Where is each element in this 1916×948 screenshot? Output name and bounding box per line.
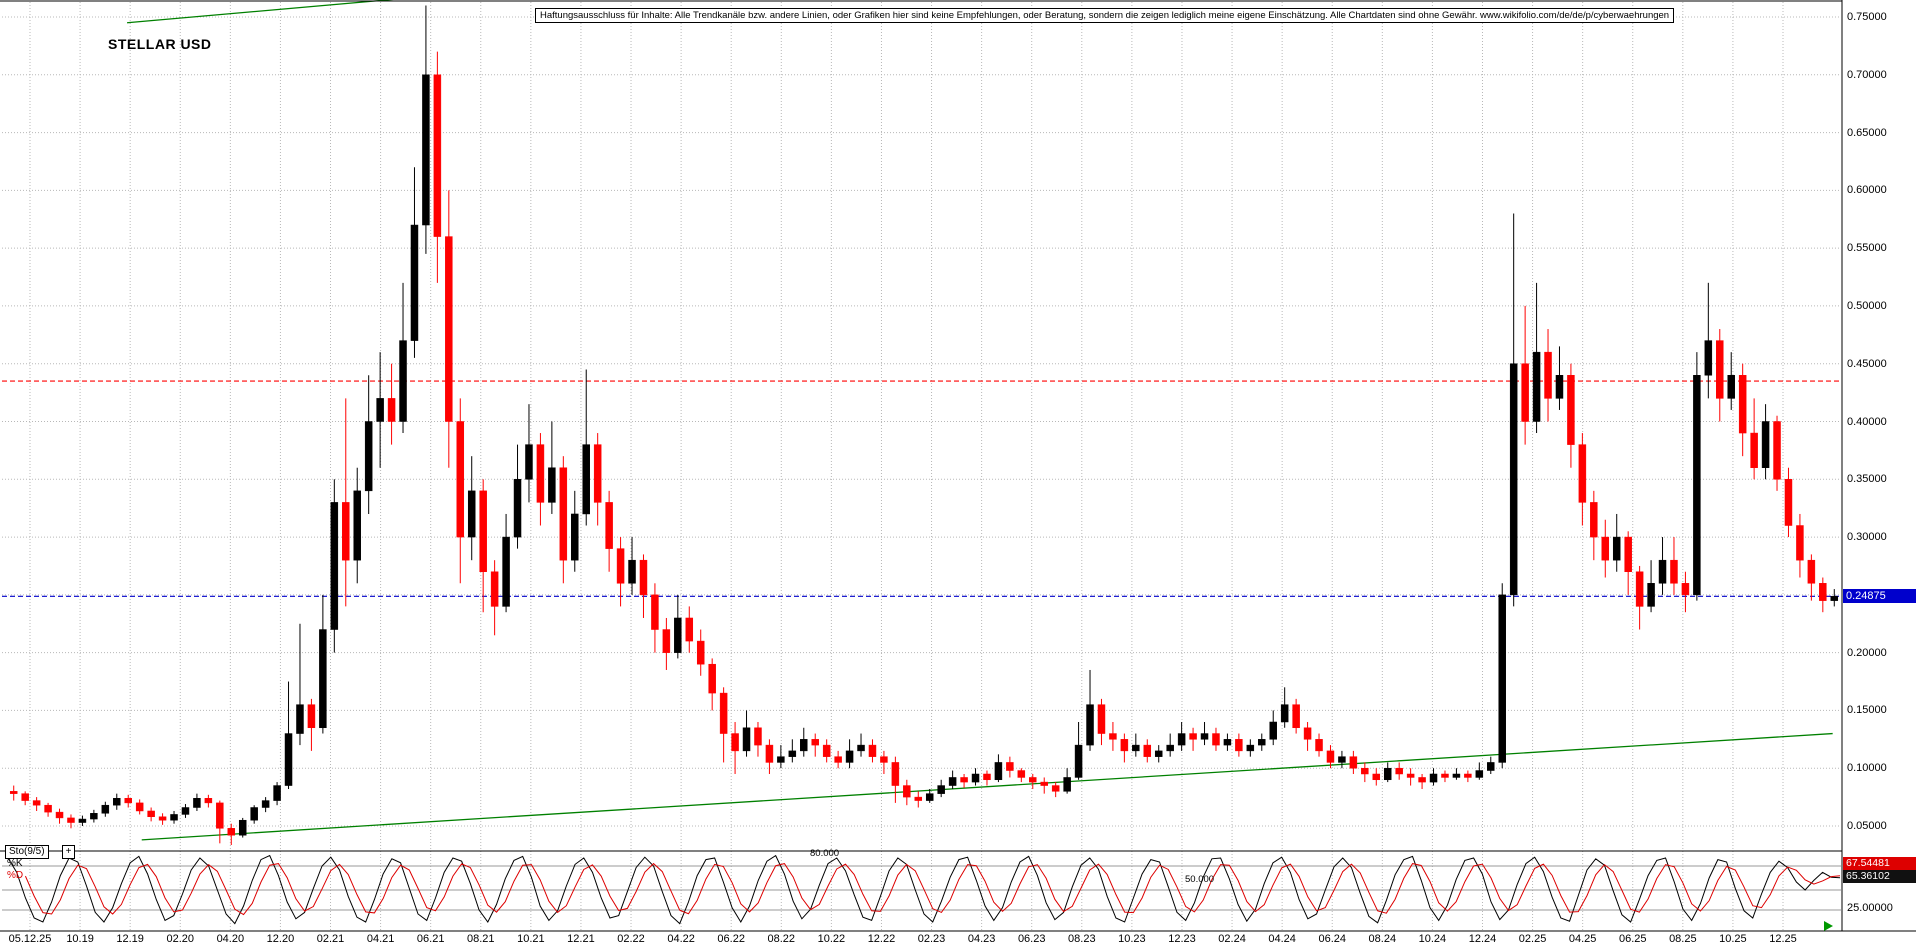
x-axis-label: 12.19 — [116, 933, 144, 945]
y-axis-label: 0.10000 — [1847, 762, 1887, 775]
x-axis-label: 12.25 — [1769, 933, 1797, 945]
disclaimer-banner: Haftungsausschluss für Inhalte: Alle Tre… — [535, 8, 1675, 23]
x-axis-label: 02.22 — [617, 933, 645, 945]
x-axis-label: 06.23 — [1017, 933, 1046, 945]
x-axis-label: 04.25 — [1568, 933, 1597, 945]
x-axis-label: 02.24 — [1218, 933, 1246, 945]
stoch-level-25-label: 25.00000 — [1847, 902, 1893, 914]
y-axis-label: 0.40000 — [1847, 415, 1887, 428]
x-axis-label: 02.21 — [316, 933, 345, 945]
x-axis-label: 12.22 — [867, 933, 896, 945]
y-axis-label: 0.65000 — [1847, 126, 1887, 139]
x-axis-label: 04.23 — [967, 933, 996, 945]
stoch-level-80-label: 80.000 — [810, 848, 840, 859]
x-axis-label: 04.21 — [366, 933, 395, 945]
y-axis-label: 0.60000 — [1847, 184, 1887, 197]
x-axis-label: 08.24 — [1368, 933, 1397, 945]
x-axis-label: 04.24 — [1268, 933, 1296, 945]
x-axis-label: 10.21 — [517, 933, 545, 945]
x-axis-label: 04.22 — [667, 933, 695, 945]
stoch-k-label: %K — [7, 858, 23, 869]
x-axis-label: 06.24 — [1318, 933, 1346, 945]
x-axis-label: 08.21 — [467, 933, 495, 945]
chart-end-arrow-icon — [1824, 921, 1833, 931]
current-price-badge: 0.24875 — [1843, 589, 1916, 604]
indicator-add-button[interactable]: + — [62, 845, 75, 859]
x-axis-label: 06.25 — [1618, 933, 1647, 945]
x-axis-label: 05.12.25 — [8, 933, 52, 945]
y-axis-label: 0.50000 — [1847, 299, 1887, 312]
x-axis-label: 10.19 — [66, 933, 94, 945]
x-axis-label: 12.23 — [1168, 933, 1196, 945]
x-axis-label: 06.21 — [416, 933, 445, 945]
x-axis-label: 02.23 — [917, 933, 946, 945]
stoch-d-value-badge: 67.54481 — [1843, 857, 1916, 870]
x-axis-label: 08.23 — [1068, 933, 1096, 945]
y-axis-label: 0.45000 — [1847, 357, 1887, 370]
x-axis-label: 04.20 — [216, 933, 245, 945]
x-axis-label: 12.24 — [1468, 933, 1497, 945]
x-axis-label: 10.22 — [817, 933, 846, 945]
y-axis-label: 0.55000 — [1847, 242, 1887, 255]
x-axis-label: 02.25 — [1518, 933, 1547, 945]
x-axis-label: 10.23 — [1118, 933, 1146, 945]
y-axis-label: 0.05000 — [1847, 820, 1887, 832]
indicator-label-button[interactable]: Sto(9/5) — [5, 845, 49, 859]
x-axis-label: 06.22 — [717, 933, 745, 945]
x-axis-label: 12.20 — [266, 933, 295, 945]
y-axis-label: 0.15000 — [1847, 704, 1887, 717]
y-axis-label: 0.30000 — [1847, 531, 1887, 544]
y-axis-label: 0.35000 — [1847, 473, 1887, 486]
stoch-d-label: %D — [7, 870, 24, 881]
x-axis-label: 08.22 — [767, 933, 796, 945]
x-axis-label: 02.20 — [166, 933, 195, 945]
chart-title: STELLAR USD — [108, 36, 212, 52]
stoch-k-value-badge: 65.36102 — [1843, 870, 1916, 883]
y-axis-label: 0.20000 — [1847, 646, 1887, 659]
x-axis-label: 10.24 — [1418, 933, 1447, 945]
y-axis-label: 0.75000 — [1847, 11, 1887, 23]
x-axis-label: 08.25 — [1669, 933, 1697, 945]
stoch-level-50-label: 50.000 — [1185, 874, 1215, 885]
y-axis-label: 0.70000 — [1847, 68, 1887, 81]
x-axis-label: 10.25 — [1719, 933, 1747, 945]
x-axis-label: 12.21 — [567, 933, 595, 945]
